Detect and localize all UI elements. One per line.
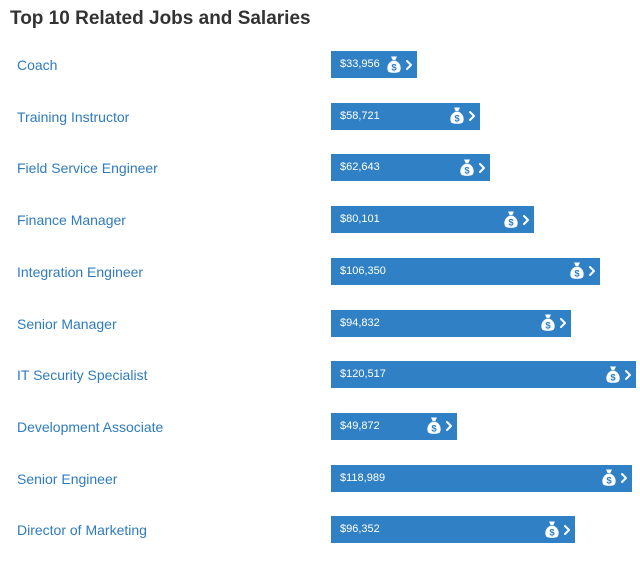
money-bag-icon: $ — [606, 366, 620, 383]
salary-bar[interactable]: $120,517 $ — [331, 361, 636, 389]
job-row: Senior Engineer $118,989 $ — [0, 464, 640, 493]
salary-value-label: $106,350 — [340, 264, 386, 277]
chevron-right-icon — [621, 473, 627, 484]
svg-text:$: $ — [431, 424, 437, 435]
svg-text:$: $ — [508, 217, 514, 228]
salary-value-label: $118,989 — [340, 471, 386, 484]
salary-details-icons: $ — [384, 53, 413, 76]
money-bag-icon: $ — [460, 159, 474, 176]
svg-text:$: $ — [391, 62, 397, 73]
page-title: Top 10 Related Jobs and Salaries — [10, 8, 311, 29]
salary-bar[interactable]: $80,101 $ — [331, 206, 534, 234]
salary-details-icons: $ — [538, 312, 567, 335]
money-bag-icon: $ — [602, 469, 616, 487]
job-title-link[interactable]: Coach — [17, 57, 58, 73]
job-title-link[interactable]: Finance Manager — [17, 212, 126, 229]
job-row: Senior Manager $94,832 $ — [0, 309, 640, 338]
chevron-right-icon — [446, 421, 452, 432]
chevron-right-icon — [406, 59, 412, 70]
salary-bar[interactable]: $118,989 $ — [331, 464, 632, 492]
job-title-link[interactable]: Development Associate — [17, 418, 164, 435]
chevron-right-icon — [560, 318, 566, 328]
svg-text:$: $ — [545, 321, 551, 332]
salary-bar[interactable]: $33,956 $ — [331, 51, 417, 78]
chevron-right-icon — [564, 524, 570, 535]
money-bag-icon: $ — [427, 417, 441, 435]
salary-value-label: $49,872 — [340, 419, 380, 432]
job-title-link[interactable]: Senior Engineer — [17, 470, 118, 487]
job-row: IT Security Specialist $120,517 $ — [0, 361, 640, 389]
job-title-link[interactable]: Senior Manager — [17, 315, 117, 332]
chevron-right-icon — [589, 266, 595, 277]
chevron-right-icon — [523, 214, 529, 225]
salary-bar[interactable]: $58,721 $ — [331, 102, 480, 130]
job-row: Coach $33,956 $ — [0, 51, 640, 79]
svg-text:$: $ — [549, 527, 555, 538]
svg-text:$: $ — [454, 114, 460, 125]
svg-text:$: $ — [606, 476, 612, 487]
money-bag-icon: $ — [570, 262, 584, 280]
salary-details-icons: $ — [447, 105, 476, 128]
job-title-link[interactable]: Training Instructor — [17, 108, 130, 125]
job-title-link[interactable]: IT Security Specialist — [17, 367, 148, 384]
salary-value-label: $120,517 — [340, 368, 386, 381]
chevron-right-icon — [479, 162, 485, 173]
svg-text:$: $ — [610, 372, 616, 383]
salary-details-icons: $ — [599, 467, 628, 490]
salary-details-icons: $ — [501, 208, 530, 231]
money-bag-icon: $ — [541, 314, 555, 332]
salary-bar[interactable]: $49,872 $ — [331, 412, 457, 440]
chevron-right-icon — [469, 111, 475, 122]
svg-text:$: $ — [464, 165, 470, 176]
salary-details-icons: $ — [424, 415, 453, 438]
salary-value-label: $80,101 — [340, 213, 380, 226]
money-bag-icon: $ — [545, 521, 559, 538]
job-row: Finance Manager $80,101 $ — [0, 206, 640, 234]
job-row: Integration Engineer $106,350 $ — [0, 257, 640, 286]
money-bag-icon: $ — [387, 56, 401, 73]
salary-bar[interactable]: $62,643 $ — [331, 154, 490, 182]
salary-bar[interactable]: $94,832 $ — [331, 309, 571, 337]
salary-details-icons: $ — [567, 260, 596, 283]
salary-value-label: $96,352 — [340, 523, 380, 536]
job-row: Development Associate $49,872 $ — [0, 412, 640, 441]
salary-bar[interactable]: $106,350 $ — [331, 257, 600, 285]
job-row: Field Service Engineer $62,643 $ — [0, 154, 640, 182]
job-row: Director of Marketing $96,352 $ — [0, 516, 640, 544]
salary-value-label: $58,721 — [340, 109, 380, 122]
salary-value-label: $62,643 — [340, 161, 380, 174]
money-bag-icon: $ — [450, 107, 464, 125]
salary-value-label: $33,956 — [340, 58, 380, 70]
job-title-link[interactable]: Integration Engineer — [17, 263, 144, 280]
salary-details-icons: $ — [457, 156, 486, 179]
salary-details-icons: $ — [603, 363, 632, 386]
job-row: Training Instructor $58,721 $ — [0, 102, 640, 131]
job-title-link[interactable]: Director of Marketing — [17, 522, 147, 539]
salary-bar[interactable]: $96,352 $ — [331, 516, 575, 544]
salary-details-icons: $ — [542, 518, 571, 541]
svg-text:$: $ — [574, 269, 580, 280]
salary-value-label: $94,832 — [340, 316, 380, 329]
money-bag-icon: $ — [504, 211, 518, 228]
job-title-link[interactable]: Field Service Engineer — [17, 160, 158, 177]
chevron-right-icon — [625, 369, 631, 380]
